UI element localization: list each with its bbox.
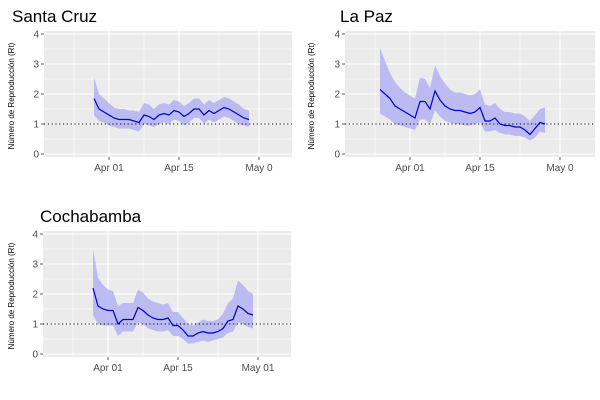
y-tick-label: 2	[33, 90, 39, 101]
panel-santa-cruz: Santa Cruz Número de Reproducción (Rt) 0…	[7, 7, 292, 174]
panel-title: La Paz	[340, 7, 393, 26]
y-tick-label: 3	[334, 60, 340, 71]
x-tick-label: Apr 01	[94, 163, 124, 174]
rt-line	[92, 287, 254, 337]
x-tick-label: May 01	[242, 363, 275, 374]
y-tick-label: 4	[32, 230, 38, 241]
y-axis-label: Número de Reproducción (Rt)	[7, 242, 16, 349]
panel-title: Cochabamba	[40, 207, 142, 226]
plot-area	[345, 31, 595, 157]
plot-area	[43, 231, 291, 357]
x-tick-label: Apr 15	[465, 163, 495, 174]
y-tick-label: 3	[33, 60, 39, 71]
panel-cochabamba: Cochabamba Número de Reproducción (Rt) 0…	[7, 207, 291, 374]
x-tick-label: Apr 15	[164, 163, 194, 174]
x-tick-label: May 0	[546, 163, 574, 174]
x-tick-label: Apr 15	[163, 363, 193, 374]
y-tick-label: 0	[33, 150, 39, 161]
y-tick-label: 3	[32, 260, 38, 271]
x-tick-label: Apr 01	[395, 163, 425, 174]
y-tick-label: 1	[334, 120, 340, 131]
plot-area	[44, 31, 292, 157]
rt-line	[379, 89, 546, 136]
y-tick-label: 0	[334, 150, 340, 161]
y-tick-label: 1	[32, 320, 38, 331]
y-tick-label: 2	[334, 90, 340, 101]
confidence-band	[380, 47, 545, 141]
confidence-band	[94, 77, 249, 132]
x-tick-label: Apr 01	[93, 363, 123, 374]
panel-title: Santa Cruz	[12, 7, 97, 26]
y-tick-label: 4	[334, 30, 340, 41]
y-axis-label: Número de Reproducción (Rt)	[7, 42, 16, 149]
y-tick-label: 1	[33, 120, 39, 131]
y-tick-label: 2	[32, 290, 38, 301]
y-tick-label: 4	[33, 30, 39, 41]
y-axis-label: Número de Reproducción (Rt)	[307, 42, 316, 149]
x-tick-label: May 0	[245, 163, 273, 174]
y-tick-label: 0	[32, 350, 38, 361]
rt-line	[93, 98, 250, 124]
panel-la-paz: La Paz Número de Reproducción (Rt) 0 1 2 3 4…	[307, 7, 595, 174]
